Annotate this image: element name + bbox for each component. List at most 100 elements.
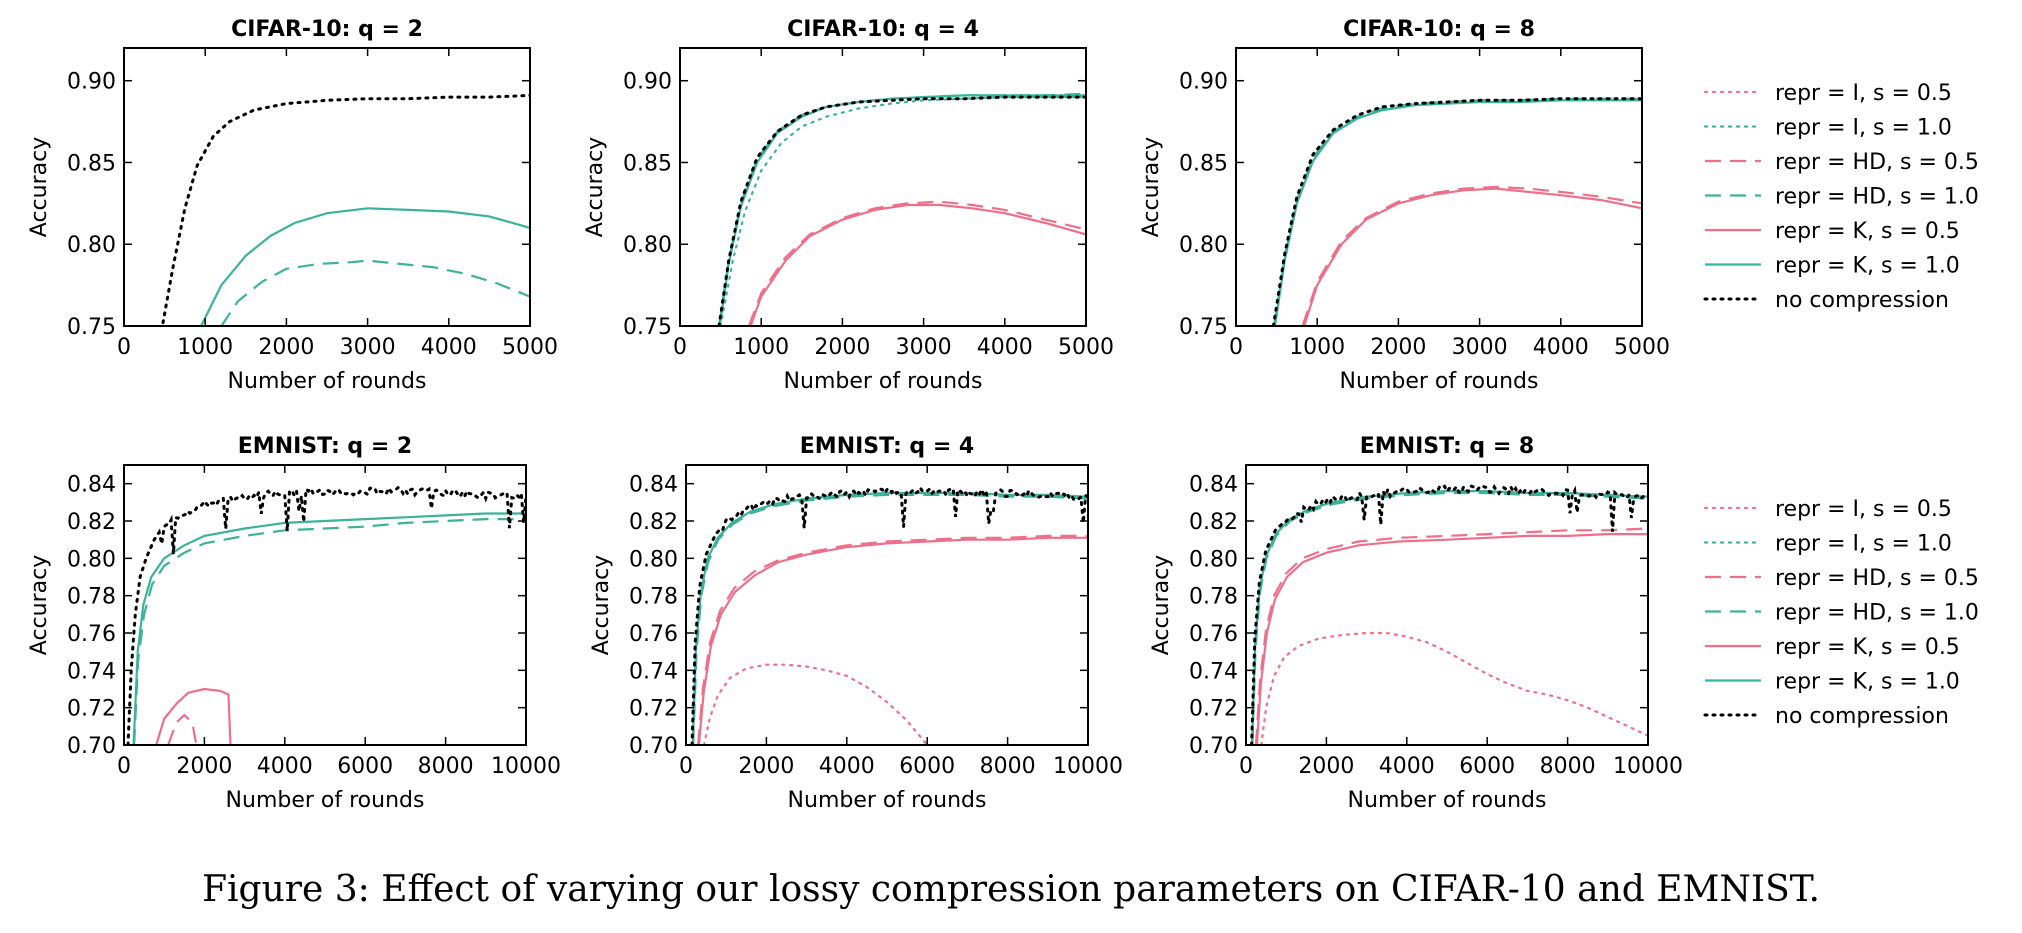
y-tick-label: 0.76 xyxy=(629,622,678,647)
y-tick-label: 0.84 xyxy=(629,473,678,498)
y-tick-label: 0.72 xyxy=(67,697,116,722)
x-tick-label: 2000 xyxy=(1298,754,1354,779)
y-axis-label: Accuracy xyxy=(1149,555,1174,655)
y-tick-label: 0.76 xyxy=(67,622,116,647)
legend-label: repr = HD, s = 0.5 xyxy=(1775,150,1979,175)
x-tick-label: 1000 xyxy=(1289,335,1345,360)
y-tick-label: 0.82 xyxy=(67,510,116,535)
plot-frame xyxy=(123,47,531,327)
y-axis-label: Accuracy xyxy=(583,137,608,237)
y-tick-label: 0.84 xyxy=(1189,473,1238,498)
x-tick-label: 0 xyxy=(1239,754,1253,779)
panel-title: EMNIST: q = 4 xyxy=(800,434,974,459)
y-tick-label: 0.85 xyxy=(67,151,116,176)
series-line-repr-k-s-0-5 xyxy=(749,203,1086,326)
x-tick-label: 8000 xyxy=(1540,754,1596,779)
y-tick-label: 0.74 xyxy=(1189,659,1238,684)
y-tick-label: 0.80 xyxy=(1189,547,1238,572)
x-tick-label: 10000 xyxy=(1613,754,1683,779)
y-tick-label: 0.85 xyxy=(623,151,672,176)
x-tick-label: 0 xyxy=(679,754,693,779)
x-tick-label: 4000 xyxy=(421,335,477,360)
x-tick-label: 0 xyxy=(117,335,131,360)
x-axis-label: Number of rounds xyxy=(1340,369,1539,394)
plot-frame xyxy=(685,464,1089,746)
y-axis-label: Accuracy xyxy=(589,555,614,655)
plot-frame xyxy=(123,464,527,746)
y-tick-label: 0.90 xyxy=(67,70,116,95)
y-tick-label: 0.75 xyxy=(67,315,116,340)
legend-label: repr = K, s = 0.5 xyxy=(1775,219,1960,244)
y-tick-label: 0.84 xyxy=(67,473,116,498)
series-line-repr-k-s-0-5 xyxy=(1255,533,1648,745)
series-line-repr-hd-s-0-5 xyxy=(167,713,198,745)
y-tick-label: 0.74 xyxy=(67,659,116,684)
y-tick-label: 0.75 xyxy=(1179,315,1228,340)
plot-frame xyxy=(679,47,1087,327)
x-tick-label: 0 xyxy=(673,335,687,360)
x-tick-label: 5000 xyxy=(1058,335,1114,360)
series-line-repr-hd-s-1-0 xyxy=(717,92,1086,326)
y-tick-label: 0.70 xyxy=(1189,734,1238,759)
panel-title: CIFAR-10: q = 2 xyxy=(231,17,423,42)
series-line-repr-k-s-0-5 xyxy=(1303,187,1642,326)
panel-1: CIFAR-10: q = 2 0 1000 2000 3000 4000 5000 0.75… xyxy=(27,17,558,394)
x-tick-label: 5000 xyxy=(1614,335,1670,360)
x-tick-label: 2000 xyxy=(738,754,794,779)
series-line-repr-k-s-1-0 xyxy=(1273,99,1642,326)
x-tick-label: 2000 xyxy=(1370,335,1426,360)
series-line-repr-k-s-1-0 xyxy=(200,207,530,326)
legend-label: no compression xyxy=(1775,288,1949,313)
figure-caption: Figure 3: Effect of varying our lossy co… xyxy=(202,869,1820,910)
panel-5: EMNIST: q = 4 0 2000 4000 6000 8000 10000 0.70 0… xyxy=(589,434,1123,813)
y-tick-label: 0.74 xyxy=(629,659,678,684)
x-tick-label: 10000 xyxy=(1053,754,1123,779)
x-axis-label: Number of rounds xyxy=(784,369,983,394)
x-tick-label: 3000 xyxy=(340,335,396,360)
series-line-repr-i-s-0-5 xyxy=(1260,631,1648,745)
x-tick-label: 6000 xyxy=(337,754,393,779)
y-tick-label: 0.70 xyxy=(629,734,678,759)
series-line-repr-i-s-0-5 xyxy=(703,663,929,745)
x-tick-label: 0 xyxy=(117,754,131,779)
series-line-repr-hd-s-1-0 xyxy=(1273,97,1642,326)
legend-label: repr = HD, s = 1.0 xyxy=(1775,601,1979,626)
x-tick-label: 6000 xyxy=(899,754,955,779)
y-tick-label: 0.80 xyxy=(67,233,116,258)
series-line-repr-k-s-0-5 xyxy=(697,536,1088,745)
x-tick-label: 4000 xyxy=(1533,335,1589,360)
series-line-repr-k-s-1-0 xyxy=(718,94,1086,326)
series-line-no-compression xyxy=(161,93,530,325)
series-group xyxy=(1250,482,1648,745)
series-line-repr-k-s-1-0 xyxy=(691,491,1088,745)
panel-title: EMNIST: q = 8 xyxy=(1360,434,1534,459)
legend-cifar: repr = I, s = 0.5 repr = I, s = 1.0 repr =… xyxy=(1703,81,1979,313)
series-line-repr-hd-s-1-0 xyxy=(220,259,530,326)
x-tick-label: 8000 xyxy=(980,754,1036,779)
x-tick-label: 3000 xyxy=(896,335,952,360)
y-tick-label: 0.80 xyxy=(1179,233,1228,258)
series-line-no-compression xyxy=(1271,97,1642,326)
legend-label: repr = K, s = 1.0 xyxy=(1775,670,1960,695)
y-tick-label: 0.90 xyxy=(1179,70,1228,95)
y-tick-label: 0.76 xyxy=(1189,622,1238,647)
legend-label: repr = HD, s = 1.0 xyxy=(1775,185,1979,210)
series-line-repr-i-s-1-0 xyxy=(719,96,1086,326)
x-tick-label: 5000 xyxy=(502,335,558,360)
x-tick-label: 6000 xyxy=(1459,754,1515,779)
y-tick-label: 0.75 xyxy=(623,315,672,340)
legend-emnist: repr = I, s = 0.5 repr = I, s = 1.0 repr =… xyxy=(1703,497,1979,729)
x-tick-label: 4000 xyxy=(257,754,313,779)
legend-label: repr = K, s = 0.5 xyxy=(1775,635,1960,660)
y-axis-label: Accuracy xyxy=(27,137,52,237)
figure-canvas: CIFAR-10: q = 2 0 1000 2000 3000 4000 5000 0.75… xyxy=(27,17,1979,813)
y-tick-label: 0.72 xyxy=(629,697,678,722)
x-tick-label: 0 xyxy=(1229,335,1243,360)
panel-2: CIFAR-10: q = 4 0 1000 2000 3000 4000 5000 0.75… xyxy=(583,17,1114,394)
x-axis-label: Number of rounds xyxy=(228,369,427,394)
x-tick-label: 3000 xyxy=(1452,335,1508,360)
y-tick-label: 0.85 xyxy=(1179,151,1228,176)
y-tick-label: 0.80 xyxy=(623,233,672,258)
series-line-repr-hd-s-0-5 xyxy=(1301,185,1642,326)
